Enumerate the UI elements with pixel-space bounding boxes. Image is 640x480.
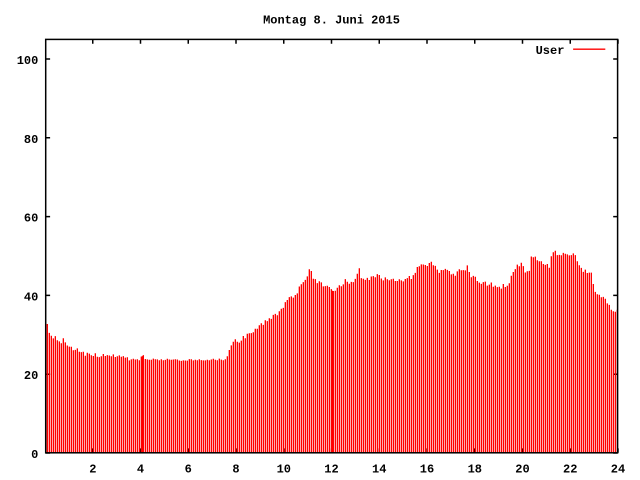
svg-text:24: 24 xyxy=(611,463,625,477)
svg-text:4: 4 xyxy=(137,463,144,477)
svg-text:2: 2 xyxy=(89,463,96,477)
svg-text:0: 0 xyxy=(31,448,38,462)
svg-text:6: 6 xyxy=(185,463,192,477)
svg-text:18: 18 xyxy=(468,463,482,477)
svg-text:User: User xyxy=(536,44,565,58)
svg-text:22: 22 xyxy=(563,463,577,477)
svg-text:14: 14 xyxy=(372,463,386,477)
svg-text:100: 100 xyxy=(17,54,39,68)
svg-text:60: 60 xyxy=(24,212,38,226)
svg-text:8: 8 xyxy=(232,463,239,477)
svg-text:16: 16 xyxy=(420,463,434,477)
svg-text:10: 10 xyxy=(277,463,291,477)
svg-text:40: 40 xyxy=(24,290,38,304)
svg-text:80: 80 xyxy=(24,133,38,147)
svg-text:20: 20 xyxy=(515,463,529,477)
svg-text:Montag 8. Juni 2015: Montag 8. Juni 2015 xyxy=(263,14,400,28)
svg-text:20: 20 xyxy=(24,369,38,383)
svg-text:12: 12 xyxy=(324,463,338,477)
